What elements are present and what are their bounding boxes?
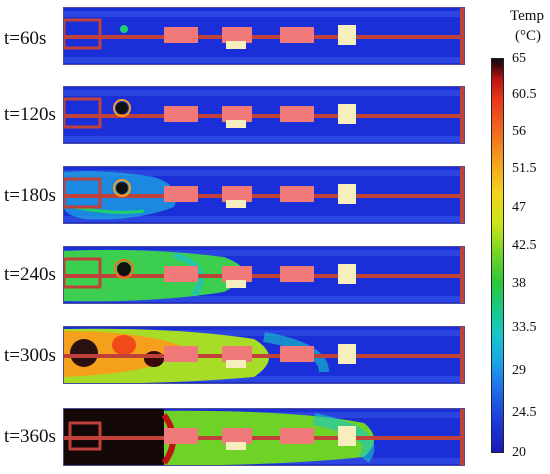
time-label-120s: t=120s xyxy=(4,104,56,125)
colorbar-tick-60-5: 60.5 xyxy=(512,87,537,102)
temperature-panel-360s xyxy=(63,408,465,466)
colorbar-tick-47: 47 xyxy=(512,200,526,215)
time-label-300s: t=300s xyxy=(4,345,56,366)
temperature-panel-240s xyxy=(63,246,465,304)
colorbar-tick-20: 20 xyxy=(512,445,526,460)
colorbar-tick-33-5: 33.5 xyxy=(512,320,537,335)
colorbar-tick-65: 65 xyxy=(512,51,526,66)
time-label-360s: t=360s xyxy=(4,426,56,447)
colorbar-tick-29: 29 xyxy=(512,363,526,378)
temperature-panel-60s xyxy=(63,7,465,65)
time-label-60s: t=60s xyxy=(4,28,47,49)
temperature-panel-180s xyxy=(63,166,465,224)
colorbar-title: Temp xyxy=(510,8,544,24)
time-label-180s: t=180s xyxy=(4,185,56,206)
colorbar-tick-38: 38 xyxy=(512,276,526,291)
temperature-colorbar xyxy=(491,58,504,453)
colorbar-tick-42-5: 42.5 xyxy=(512,238,537,253)
colorbar-tick-51-5: 51.5 xyxy=(512,161,537,176)
colorbar-tick-56: 56 xyxy=(512,124,526,139)
colorbar-unit: (°C) xyxy=(515,28,541,44)
temperature-panel-300s xyxy=(63,326,465,384)
time-label-240s: t=240s xyxy=(4,264,56,285)
colorbar-tick-24-5: 24.5 xyxy=(512,405,537,420)
temperature-panel-120s xyxy=(63,86,465,144)
